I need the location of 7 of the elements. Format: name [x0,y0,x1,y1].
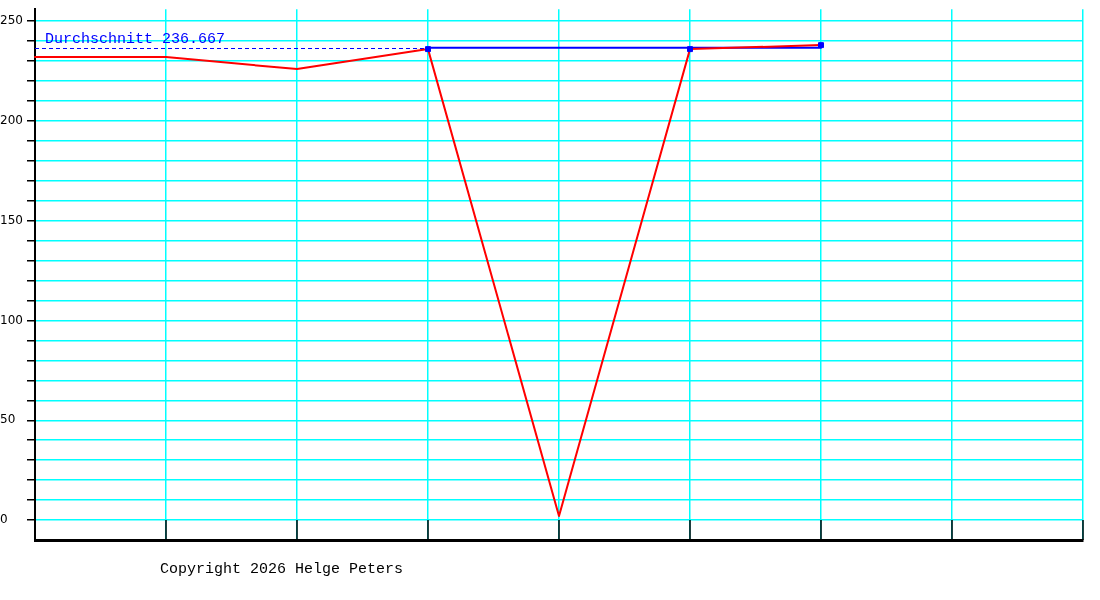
y-tick-label: 250 [0,13,23,28]
y-tick-label: 100 [0,312,23,327]
y-tick-label: 50 [0,412,16,427]
y-tick-label: 0 [0,512,8,527]
y-tick-label: 150 [0,212,23,227]
text: Copyright 2026 Helge Peters [160,561,404,578]
y-tick-label: 200 [0,113,23,128]
